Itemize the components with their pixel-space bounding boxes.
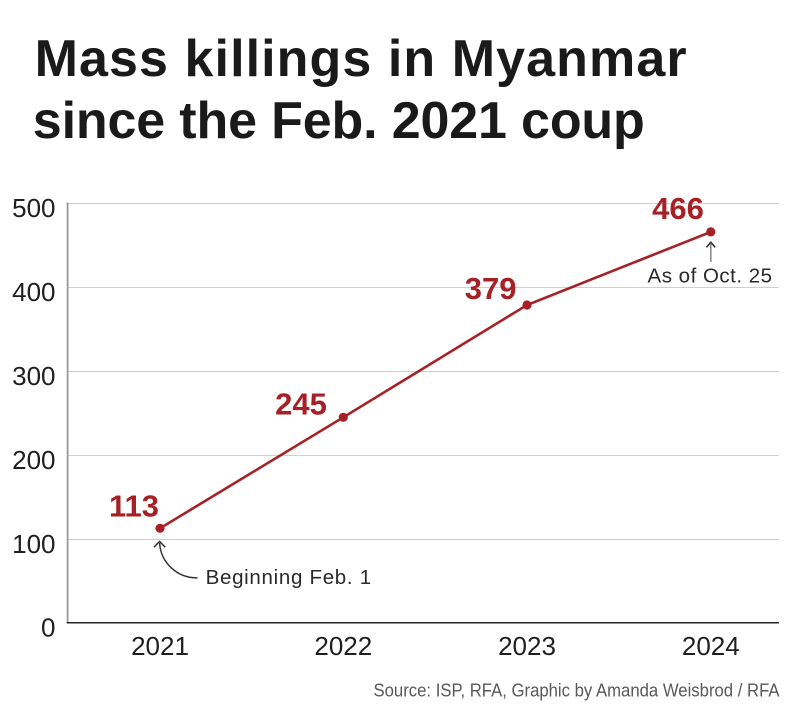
svg-text:Mass killings in Myanmar: Mass killings in Myanmar — [35, 30, 687, 88]
svg-text:2022: 2022 — [314, 631, 372, 661]
svg-text:466: 466 — [652, 191, 704, 226]
svg-text:2023: 2023 — [498, 631, 556, 661]
svg-text:As of Oct. 25: As of Oct. 25 — [648, 265, 773, 288]
svg-text:245: 245 — [275, 387, 327, 422]
svg-text:100: 100 — [12, 529, 55, 559]
svg-text:379: 379 — [465, 271, 517, 306]
svg-text:2024: 2024 — [682, 631, 740, 661]
svg-text:400: 400 — [12, 277, 55, 307]
svg-text:Source: ISP, RFA, Graphic by A: Source: ISP, RFA, Graphic by Amanda Weis… — [374, 680, 780, 700]
svg-text:113: 113 — [109, 489, 159, 524]
svg-text:500: 500 — [12, 193, 55, 223]
svg-text:since the Feb. 2021 coup: since the Feb. 2021 coup — [33, 92, 645, 150]
svg-text:Beginning Feb. 1: Beginning Feb. 1 — [206, 566, 372, 589]
svg-text:0: 0 — [41, 613, 55, 643]
svg-text:200: 200 — [12, 445, 55, 475]
svg-text:2021: 2021 — [131, 631, 189, 661]
svg-text:300: 300 — [12, 361, 55, 391]
